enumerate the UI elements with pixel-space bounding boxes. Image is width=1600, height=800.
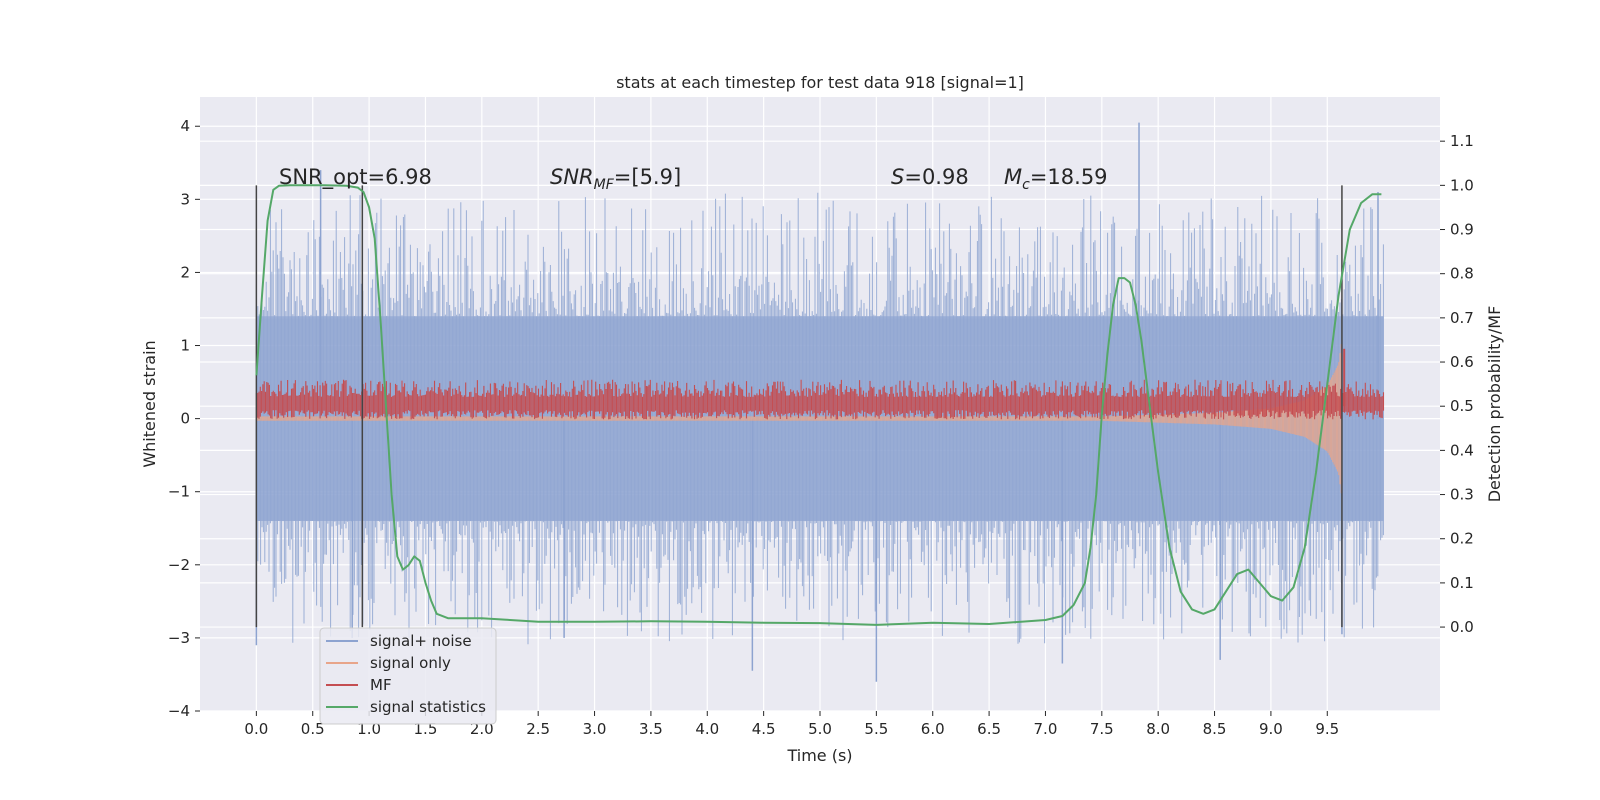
vertical-markers	[255, 185, 1343, 628]
legend-box	[319, 627, 497, 725]
y-tick-label: 2	[180, 263, 190, 281]
legend: signal+ noise signal only MF signal stat…	[319, 627, 497, 725]
y-tick-label: −4	[168, 702, 190, 720]
y2-tick-label: 0.1	[1450, 574, 1474, 592]
x-tick-label: 6.5	[977, 720, 1001, 738]
y2-tick-label: 0.9	[1450, 221, 1474, 239]
chart-title: stats at each timestep for test data 918…	[616, 73, 1024, 92]
y2-tick-label: 1.1	[1450, 132, 1474, 150]
y2-tick-label: 0.4	[1450, 441, 1474, 459]
y2-tick-label: 0.8	[1450, 265, 1474, 283]
legend-label-signal-noise: signal+ noise	[370, 632, 472, 650]
x-tick-label: 7.5	[1090, 720, 1114, 738]
x-tick-label: 9.5	[1315, 720, 1339, 738]
x-tick-label: 5.0	[808, 720, 832, 738]
x-axis-label: Time (s)	[786, 746, 852, 765]
y2-tick-label: 0.0	[1450, 618, 1474, 636]
x-tick-label: 5.5	[864, 720, 888, 738]
x-tick-label: 6.0	[921, 720, 945, 738]
y-tick-label: 1	[180, 337, 190, 355]
y-axis-ticks: −4 −3 −2 −1 0 1 2 3 4	[168, 117, 200, 720]
y-tick-label: −2	[168, 556, 190, 574]
annotation-mc-symbol: M	[1004, 165, 1022, 189]
signal-statistics-line	[255, 184, 1382, 626]
annotation-snr-mf-sub: MF	[594, 177, 615, 193]
annotation-snr-mf-value: =[5.9]	[614, 165, 681, 189]
x-tick-label: 3.0	[583, 720, 607, 738]
series-signal-statistics	[255, 184, 1382, 626]
annotation-mc: Mc=18.59	[1004, 165, 1108, 193]
annotation-s-value: =0.98	[904, 165, 968, 189]
x-tick-label: 9.0	[1259, 720, 1283, 738]
y-tick-label: −1	[168, 483, 190, 501]
annotation-mc-value: =18.59	[1030, 165, 1108, 189]
y-tick-label: 4	[180, 117, 190, 135]
y2-axis-label: Detection probability/MF	[1485, 306, 1504, 503]
legend-label-mf: MF	[370, 676, 392, 694]
y2-tick-label: 0.3	[1450, 486, 1474, 504]
x-tick-label: 8.5	[1203, 720, 1227, 738]
x-tick-label: 2.5	[526, 720, 550, 738]
x-tick-label: 4.5	[752, 720, 776, 738]
y2-tick-label: 0.2	[1450, 530, 1474, 548]
y-tick-label: −3	[168, 629, 190, 647]
x-tick-label: 0.0	[244, 720, 268, 738]
x-tick-label: 8.0	[1146, 720, 1170, 738]
annotation-snr-mf-base: SNR	[550, 165, 594, 189]
annotation-s-symbol: S	[891, 165, 904, 189]
y2-tick-label: 0.5	[1450, 397, 1474, 415]
y2-tick-label: 0.7	[1450, 309, 1474, 327]
annotation-snr-opt: SNR_opt=6.98	[279, 165, 432, 190]
legend-label-signal-statistics: signal statistics	[370, 698, 486, 716]
y2-tick-label: 0.6	[1450, 353, 1474, 371]
annotation-s: S=0.98	[891, 165, 969, 189]
legend-label-signal-only: signal only	[370, 654, 451, 672]
y2-axis-ticks: 0.0 0.1 0.2 0.3 0.4 0.5 0.6 0.7 0.8 0.9 1.0 1.1	[1440, 132, 1474, 636]
annotation-mc-sub: c	[1022, 177, 1030, 193]
y-tick-label: 3	[180, 190, 190, 208]
y-axis-label: Whitened strain	[140, 340, 159, 467]
x-tick-label: 4.0	[695, 720, 719, 738]
y2-tick-label: 1.0	[1450, 176, 1474, 194]
x-tick-label: 3.5	[639, 720, 663, 738]
x-tick-label: 7.0	[1034, 720, 1058, 738]
y-tick-label: 0	[180, 410, 190, 428]
annotation-snr-mf: SNRMF=[5.9]	[550, 165, 681, 193]
x-tick-label: 0.5	[301, 720, 325, 738]
